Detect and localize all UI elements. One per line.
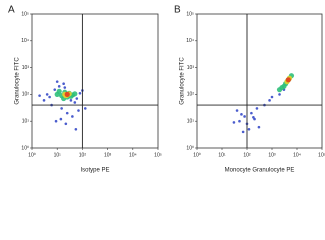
event-dot: [83, 107, 87, 110]
event-dot: [64, 122, 68, 126]
event-dot: [270, 95, 274, 99]
event-dot: [279, 84, 285, 91]
y-tick-label: 10²: [22, 92, 30, 98]
x-tick-label: 10³: [268, 152, 276, 158]
x-tick-label: 10²: [79, 152, 87, 158]
event-dot: [42, 99, 46, 102]
x-axis-label: Monocyte Granulocyte PE: [225, 168, 295, 174]
event-dot: [65, 111, 69, 115]
event-dot: [71, 115, 74, 118]
x-tick-label: 10²: [243, 152, 251, 158]
x-tick-label: 10⁵: [154, 152, 162, 158]
x-tick-label: 10⁴: [293, 152, 301, 158]
event-dot: [53, 88, 57, 91]
y-tick-label: 10¹: [187, 119, 195, 125]
x-tick-label: 10⁴: [129, 152, 137, 158]
y-tick-label: 10⁰: [186, 145, 194, 151]
panel-label: A: [8, 5, 15, 16]
y-tick-label: 10⁰: [21, 145, 29, 151]
y-tick-label: 10³: [22, 65, 30, 71]
event-dot: [278, 93, 281, 96]
event-dot: [74, 127, 78, 131]
y-tick-label: 10⁵: [21, 11, 29, 17]
event-dot: [57, 85, 61, 88]
event-dot: [55, 80, 59, 83]
event-dot: [255, 107, 259, 110]
y-tick-label: 10¹: [22, 119, 30, 125]
event-dot: [268, 99, 271, 102]
x-tick-label: 10⁰: [28, 152, 36, 158]
event-dot: [252, 115, 255, 119]
x-axis-label: Isotype PE: [80, 168, 109, 174]
event-dot: [243, 115, 246, 118]
event-dot: [285, 77, 291, 83]
event-dot: [38, 94, 41, 97]
event-dot: [77, 109, 80, 112]
plot-frame: [31, 13, 159, 149]
event-dot: [59, 117, 63, 121]
event-dot: [240, 113, 243, 116]
panel-label: B: [174, 5, 181, 16]
event-dot: [56, 88, 62, 94]
event-dot: [63, 86, 67, 89]
event-dot: [45, 93, 49, 96]
y-tick-label: 10³: [187, 65, 195, 71]
event-dot: [235, 109, 239, 112]
x-tick-label: 10³: [104, 152, 112, 158]
plot-frame: [196, 13, 323, 149]
y-axis-label: Granulocyte FITC: [180, 57, 186, 105]
event-dot: [238, 119, 241, 123]
x-tick-label: 10⁵: [318, 152, 325, 158]
y-tick-label: 10⁴: [186, 38, 194, 44]
event-dot: [232, 121, 236, 124]
y-tick-label: 10²: [187, 92, 195, 98]
event-dot: [78, 91, 82, 95]
y-tick-label: 10⁵: [186, 11, 194, 17]
figure: A 10⁰ 10¹ 10² 10³ 10⁴ 10⁵ 10⁰ 10¹ 10² 10³ 10⁴ 10⁵ Iso…: [8, 5, 325, 174]
event-dot: [62, 82, 65, 86]
event-dot: [54, 119, 58, 123]
event-dot: [250, 111, 253, 115]
x-tick-label: 10¹: [218, 152, 226, 158]
event-dot: [48, 95, 51, 99]
event-dot: [73, 101, 77, 104]
event-dot: [72, 91, 78, 97]
event-dot: [75, 97, 79, 100]
event-dot: [64, 91, 70, 97]
y-axis-label: Granulocyte FITC: [15, 57, 21, 105]
event-dot: [257, 125, 261, 129]
x-tick-label: 10⁰: [193, 152, 201, 158]
event-dot: [60, 107, 63, 110]
y-tick-label: 10⁴: [21, 38, 29, 44]
event-dot: [69, 99, 73, 102]
event-dot: [247, 127, 251, 131]
event-dot: [241, 130, 245, 134]
x-tick-label: 10¹: [54, 152, 62, 158]
